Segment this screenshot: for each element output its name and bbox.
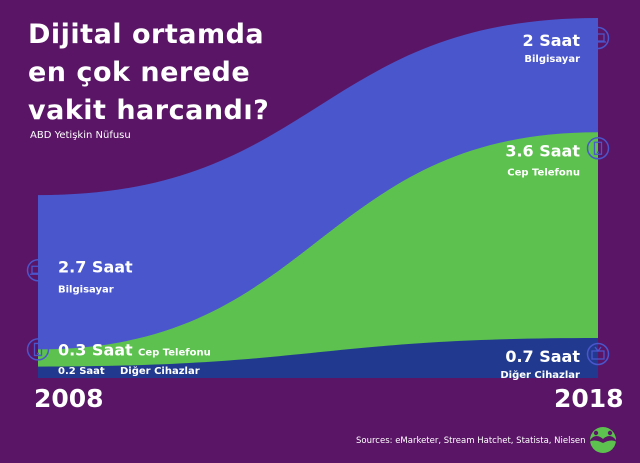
label-end-value-cep-telefonu: 3.6 Saat (505, 141, 580, 160)
icon-end-bilgisayar (586, 26, 610, 50)
area-cep-telefonu (38, 132, 598, 378)
label-start-name-cep-telefonu: Cep Telefonu (138, 347, 211, 358)
mustache-logo-icon (589, 427, 617, 453)
icon-end-diger (586, 342, 610, 366)
sources-note: Sources: eMarketer, Stream Hatchet, Stat… (356, 436, 586, 446)
label-end-name-diger: Diğer Cihazlar (500, 369, 580, 381)
icon-end-cep-telefonu (586, 137, 610, 160)
label-end-name-bilgisayar: Bilgisayar (524, 54, 580, 65)
label-start-value-cep-telefonu: 0.3 Saat (58, 340, 133, 359)
x-tick-start: 2008 (34, 384, 104, 413)
label-start-value-bilgisayar: 2.7 Saat (58, 257, 133, 276)
label-end-value-diger: 0.7 Saat (505, 347, 580, 366)
chart-subtitle: ABD Yetişkin Nüfusu (30, 130, 131, 141)
icon-start-cep-telefonu (26, 338, 50, 361)
icon-start-bilgisayar (26, 259, 50, 282)
x-tick-end: 2018 (554, 384, 624, 413)
label-start-name-bilgisayar: Bilgisayar (58, 284, 114, 295)
area-diğer-cihazlar (38, 338, 598, 378)
label-start-value-diger: 0.2 Saat (58, 366, 105, 377)
label-start-name-diger: Diğer Cihazlar (120, 365, 200, 377)
chart-title: Dijital ortamda en çok nerede vakit harc… (28, 19, 270, 126)
label-end-name-cep-telefonu: Cep Telefonu (507, 167, 580, 178)
label-end-value-bilgisayar: 2 Saat (523, 31, 581, 50)
